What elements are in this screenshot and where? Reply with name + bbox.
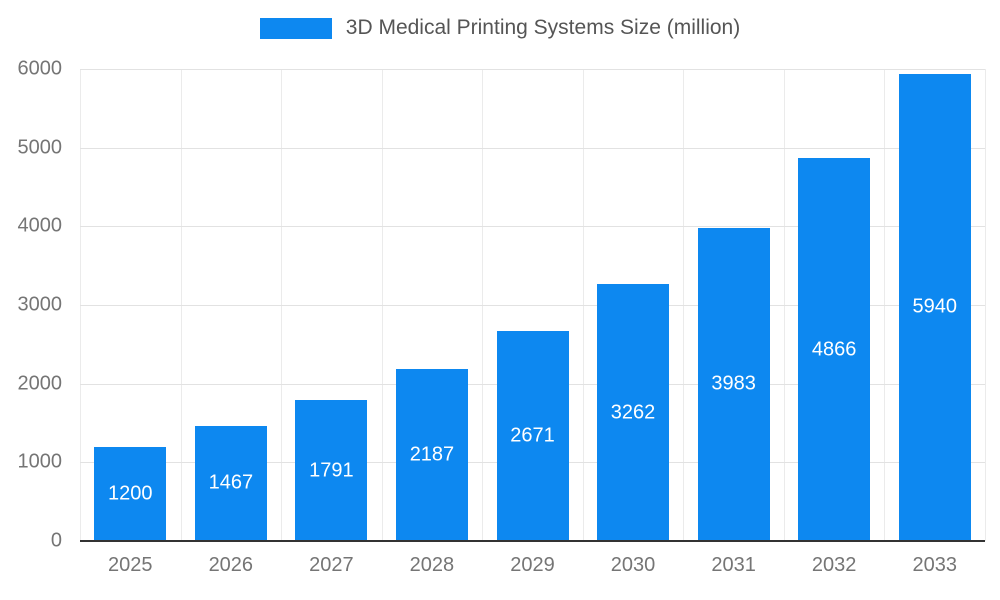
x-axis-tick-label: 2030 xyxy=(610,554,656,576)
bar-value-label: 3983 xyxy=(711,372,756,395)
bar: 2187 xyxy=(395,368,468,541)
bar: 1200 xyxy=(94,446,167,541)
x-axis-labels: 2025 2026 2027 2028 2029 2030 2031 2032 2033 xyxy=(80,554,985,584)
y-axis-tick-label: 3000 xyxy=(17,293,63,316)
bar-value-label: 1791 xyxy=(309,459,354,482)
bar: 1791 xyxy=(295,400,368,541)
horizontal-gridline xyxy=(80,226,985,228)
chart-legend: 3D Medical Printing Systems Size (millio… xyxy=(0,16,1000,40)
bar-value-label: 2671 xyxy=(510,424,555,447)
x-axis-tick-label: 2032 xyxy=(811,554,857,576)
plot-area: 1200 1467 1791 2187 2671 3262 3983 4866 5940 xyxy=(80,69,986,542)
bar: 1467 xyxy=(194,425,267,541)
x-axis-tick-label: 2028 xyxy=(409,554,455,576)
bar: 3983 xyxy=(697,227,770,541)
vertical-gridline xyxy=(985,69,986,541)
y-axis-tick-label: 5000 xyxy=(17,136,63,159)
bar-value-label: 1200 xyxy=(108,482,153,505)
bar-value-label: 2187 xyxy=(409,443,455,466)
x-axis-tick-label: 2029 xyxy=(510,554,555,576)
y-axis-tick-label: 0 xyxy=(50,529,62,552)
bar: 5940 xyxy=(898,73,971,541)
bar-value-label: 4866 xyxy=(811,338,857,361)
bar-value-label: 5940 xyxy=(912,295,957,318)
y-axis-tick-label: 1000 xyxy=(17,450,63,473)
legend-swatch xyxy=(259,17,332,39)
bar-value-label: 1467 xyxy=(208,471,254,494)
horizontal-gridline xyxy=(80,305,985,306)
horizontal-gridline xyxy=(80,69,985,70)
x-axis-tick-label: 2033 xyxy=(912,554,957,576)
x-axis-tick-label: 2025 xyxy=(108,554,153,576)
bar: 2671 xyxy=(496,330,569,541)
horizontal-gridline xyxy=(80,147,985,149)
bar: 4866 xyxy=(798,158,871,541)
y-axis-tick-label: 4000 xyxy=(17,214,63,237)
x-axis-tick-label: 2027 xyxy=(309,554,354,576)
bar-value-label: 3262 xyxy=(610,401,656,424)
y-axis-tick-label: 6000 xyxy=(17,57,63,80)
chart-title: 3D Medical Printing Systems Size (millio… xyxy=(345,16,741,39)
bar: 3262 xyxy=(597,284,670,541)
y-axis-tick-label: 2000 xyxy=(17,372,63,395)
y-axis-labels: 0 1000 2000 3000 4000 5000 6000 xyxy=(0,58,68,552)
x-axis-tick-label: 2026 xyxy=(208,554,254,576)
x-axis-line xyxy=(80,540,985,542)
x-axis-tick-label: 2031 xyxy=(711,554,756,576)
